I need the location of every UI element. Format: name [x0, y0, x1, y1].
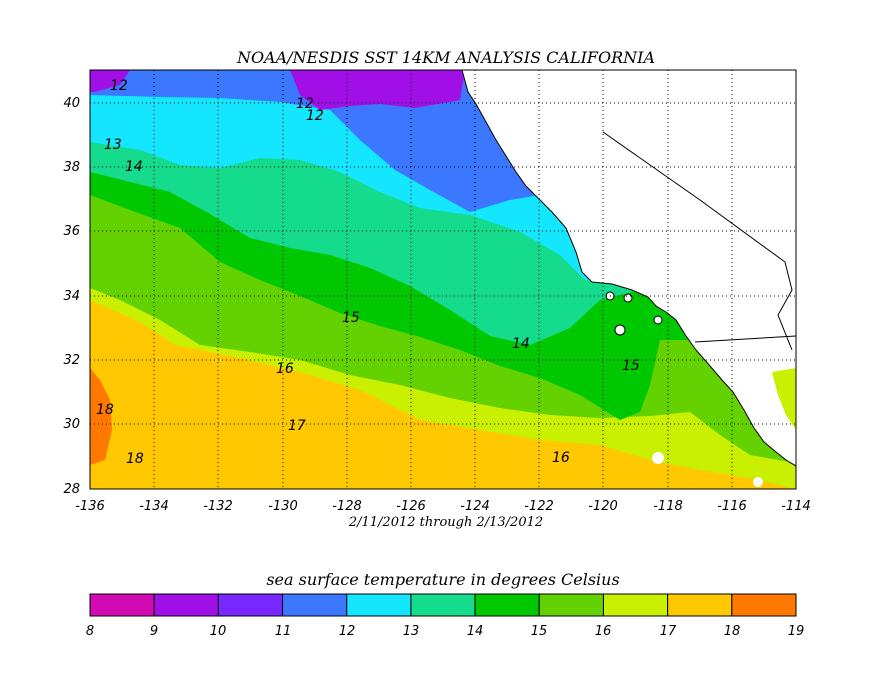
island: [753, 477, 763, 487]
colorbar-swatch: [474, 593, 540, 617]
sst-band-11: [290, 70, 465, 110]
x-tick-label: -120: [588, 499, 618, 514]
colorbar: [89, 593, 797, 617]
sst-band-11-nw: [90, 70, 130, 92]
legend-title: sea surface temperature in degrees Celsi…: [266, 570, 619, 589]
colorbar-swatch: [602, 593, 669, 617]
contour-label-16: 16: [276, 361, 294, 377]
contour-label-14: 14: [125, 159, 143, 175]
y-tick-label: 34: [63, 289, 80, 304]
plot-frame: [89, 69, 797, 490]
y-tick-label: 32: [63, 353, 80, 368]
colorbar-swatch: [410, 593, 476, 617]
contour-label-12: 12: [306, 108, 324, 124]
contour-label-18: 18: [96, 402, 114, 418]
land-mass: [461, 70, 796, 467]
x-tick-label: -136: [75, 499, 105, 514]
y-tick-label: 36: [63, 224, 80, 239]
colorbar-swatch: [667, 593, 733, 617]
colorbar-labels: 8 9 10 11 12 13 14 15 16 17 18 19: [86, 624, 804, 639]
x-tick-label: -114: [781, 499, 811, 514]
contour-label-16: 16: [552, 450, 570, 466]
baja-coast: [772, 368, 796, 430]
x-tick-label: -126: [396, 499, 426, 514]
contour-label-15: 15: [622, 358, 640, 374]
colorbar-label: 18: [724, 624, 741, 639]
colorbar-swatch: [731, 593, 797, 617]
colorbar-swatch: [153, 593, 219, 617]
x-tick-label: -130: [268, 499, 298, 514]
colorbar-swatch: [89, 593, 155, 617]
island: [623, 293, 633, 303]
island: [652, 452, 664, 464]
contour-label-13: 13: [104, 137, 122, 153]
colorbar-label: 9: [150, 624, 158, 639]
contour-labels: 12 12 12 13 14 15 16 17 18 18 14 15 16: [96, 78, 640, 467]
colorbar-swatch: [538, 593, 604, 617]
colorbar-label: 16: [595, 624, 612, 639]
lat-lon-grid: [90, 70, 796, 489]
state-border: [602, 131, 796, 351]
x-tick-label: -116: [717, 499, 747, 514]
colorbar-label: 11: [275, 624, 292, 639]
colorbar-label: 8: [86, 624, 94, 639]
colorbar-label: 12: [339, 624, 356, 639]
plot-title: NOAA/NESDIS SST 14KM ANALYSIS CALIFORNIA: [236, 48, 655, 67]
x-tick-label: -124: [460, 499, 490, 514]
colorbar-label: 10: [210, 624, 227, 639]
x-tick-label: -122: [524, 499, 554, 514]
y-tick-label: 28: [63, 482, 80, 497]
x-axis: -136 -134 -132 -130 -128 -126 -124 -122 …: [75, 499, 811, 514]
y-tick-label: 30: [63, 417, 80, 432]
contour-label-12: 12: [110, 78, 128, 94]
y-tick-label: 38: [63, 160, 80, 175]
x-tick-label: -134: [139, 499, 169, 514]
colorbar-swatch: [282, 593, 348, 617]
map-plot-area: 12 12 12 13 14 15 16 17 18 18 14 15 16: [90, 70, 796, 489]
contour-label-12: 12: [296, 96, 314, 112]
x-tick-label: -118: [653, 499, 683, 514]
colorbar-label: 14: [467, 624, 484, 639]
island: [614, 324, 626, 336]
contour-label-14: 14: [512, 336, 530, 352]
date-range: 2/11/2012 through 2/13/2012: [348, 515, 543, 530]
y-tick-label: 40: [63, 96, 80, 111]
contour-label-15: 15: [342, 310, 360, 326]
y-axis: 28 30 32 34 36 38 40: [63, 96, 80, 497]
colorbar-swatch: [346, 593, 412, 617]
colorbar-swatch: [217, 593, 284, 617]
contour-label-17: 17: [288, 418, 306, 434]
colorbar-label: 15: [531, 624, 548, 639]
island: [653, 315, 663, 325]
x-tick-label: -128: [332, 499, 362, 514]
colorbar-label: 19: [788, 624, 805, 639]
sst-band-19: [90, 368, 112, 465]
colorbar-label: 13: [403, 624, 420, 639]
x-tick-label: -132: [203, 499, 233, 514]
contour-label-18: 18: [126, 451, 144, 467]
colorbar-label: 17: [660, 624, 677, 639]
